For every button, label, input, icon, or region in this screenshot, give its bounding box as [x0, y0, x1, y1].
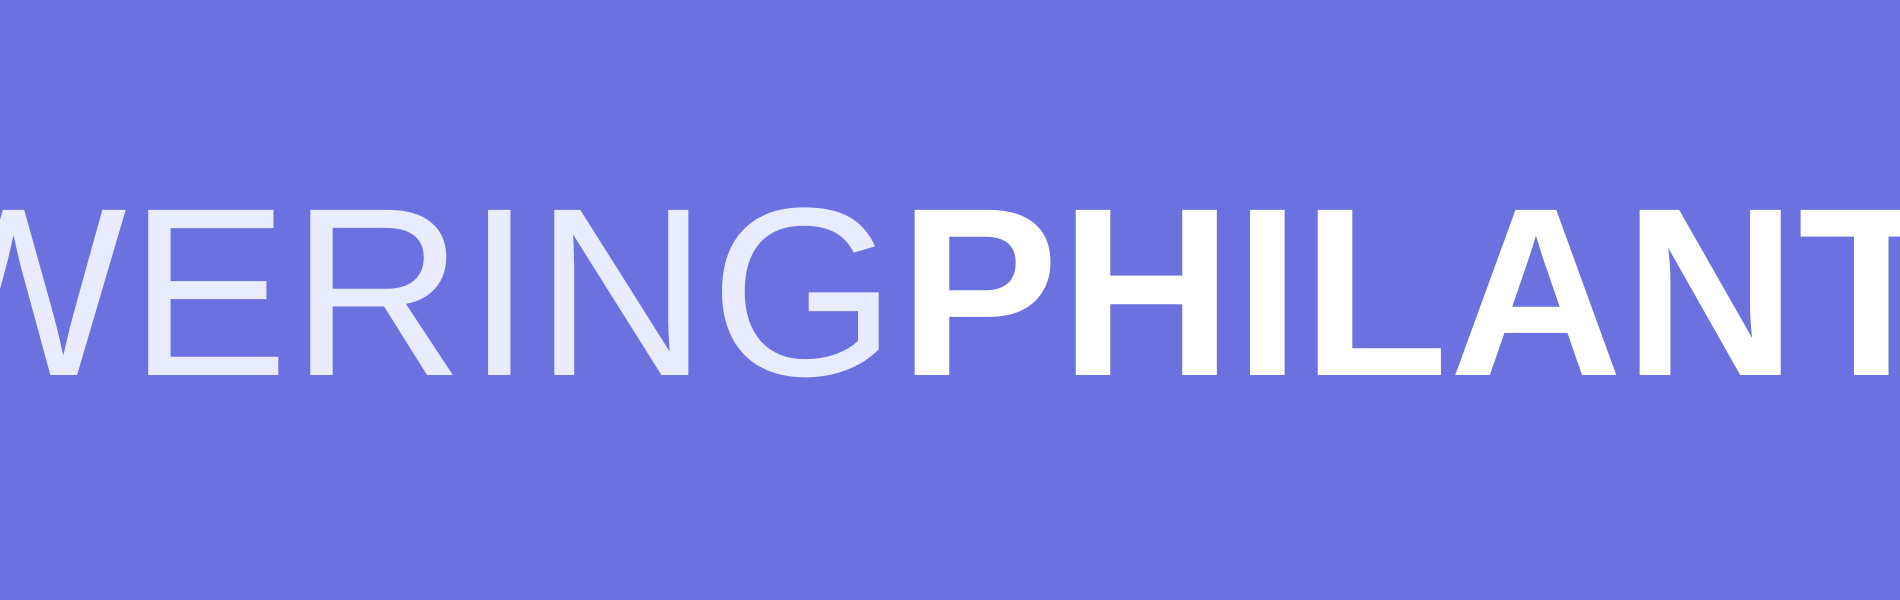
wordmark: WERINGPHILANT [0, 172, 1900, 412]
wordmark-light-text: WERING [0, 158, 899, 426]
wordmark-bold-text: PHILANT [898, 158, 1900, 426]
